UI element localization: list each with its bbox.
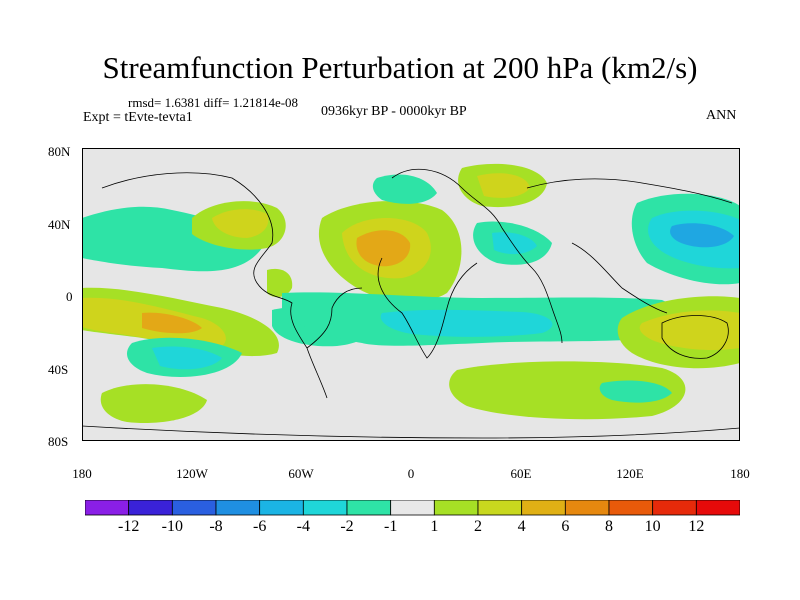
colorbar-swatch [215,500,261,516]
contour-fields [82,163,740,424]
colorbar-swatch [652,500,697,516]
colorbar-label: -2 [340,518,354,535]
lat-tick-80s: 80S [48,434,69,449]
colorbar [85,500,740,516]
lon-tick-120e: 120E [616,466,644,481]
colorbar-label: -6 [252,518,267,535]
lat-tick-40s: 40S [48,362,69,377]
lon-tick-180w: 180 [72,466,92,481]
colorbar-swatch [128,500,173,516]
experiment-label: Expt = tEvte-tevta1 [83,110,193,125]
colorbar-label: 6 [561,518,570,535]
lon-tick-60e: 60E [510,466,532,481]
period-label: 0936kyr BP - 0000kyr BP [321,104,467,119]
lat-tick-0: 0 [66,289,73,304]
colorbar-label: -1 [383,518,398,535]
colorbar-label: 1 [430,518,439,535]
lon-tick-0: 0 [407,466,415,481]
colorbar-label: -10 [161,518,183,535]
colorbar-label: -4 [296,518,310,535]
lat-tick-80n: 80N [48,144,71,159]
colorbar-label: -8 [209,518,223,535]
colorbar-label: 12 [688,518,705,535]
colorbar-swatch [608,500,654,516]
colorbar-label: 8 [605,518,613,535]
colorbar-label: 2 [474,518,482,535]
colorbar-swatch [695,500,740,516]
lon-tick-180e: 180 [730,466,750,481]
season-label: ANN [706,108,737,123]
colorbar-swatch [346,500,392,516]
colorbar-label: -12 [117,518,140,535]
colorbar-swatch [564,500,610,516]
colorbar-swatch [259,500,304,516]
plot-title: Streamfunction Perturbation at 200 hPa (… [102,50,698,85]
colorbar-swatch [171,500,217,516]
colorbar-swatch [477,500,523,516]
colorbar-swatch [390,500,435,516]
colorbar-label: 10 [644,518,661,535]
lon-tick-60w: 60W [288,466,314,481]
coastlines [82,168,740,439]
map-plot [82,148,740,441]
colorbar-swatch [433,500,479,516]
colorbar-swatch [85,500,130,516]
lat-tick-40n: 40N [48,217,71,232]
stats-text: rmsd= 1.6381 diff= 1.21814e-08 [128,95,299,110]
lon-tick-120w: 120W [176,466,208,481]
colorbar-swatch [521,500,566,516]
colorbar-label: 4 [517,518,526,535]
colorbar-swatch [302,500,348,516]
